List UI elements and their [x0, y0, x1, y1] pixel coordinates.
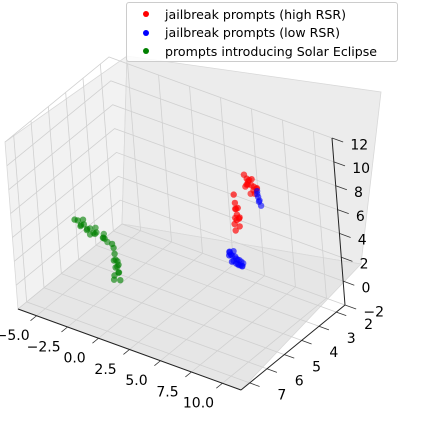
legend: jailbreak prompts (high RSR) jailbreak p…: [126, 2, 398, 62]
legend-label-solar-eclipse: prompts introducing Solar Eclipse: [165, 43, 378, 59]
tick-mark-z: [337, 209, 349, 214]
tick-mark-y: [266, 368, 278, 373]
tick-mark-z: [344, 304, 357, 310]
tick-label-y: 6: [295, 373, 304, 389]
point-series-2: [108, 240, 116, 248]
gridline-z: [10, 128, 338, 214]
tick-label-x: 2.5: [94, 362, 116, 378]
tick-label-z: 6: [356, 209, 365, 225]
tick-label-x: −5.0: [0, 328, 30, 344]
data-points: [71, 171, 265, 284]
tick-mark-y: [318, 325, 330, 331]
tick-label-z: 4: [358, 233, 367, 249]
point-series-0: [248, 176, 255, 183]
tick-label-y: 5: [312, 359, 321, 375]
point-series-2: [114, 258, 121, 265]
point-series-2: [83, 226, 91, 234]
legend-item-low-rsr: jailbreak prompts (low RSR): [135, 24, 389, 43]
point-series-0: [247, 190, 254, 197]
point-series-1: [254, 190, 261, 198]
tick-label-z: −2: [363, 304, 384, 320]
tick-label-z: 0: [361, 280, 370, 296]
tick-mark-y: [301, 340, 312, 345]
tick-mark-y: [336, 311, 347, 317]
gridline-z: [4, 56, 333, 143]
point-series-2: [92, 224, 99, 231]
tick-mark-x: [216, 382, 223, 389]
point-series-0: [231, 199, 239, 207]
point-series-2: [91, 230, 99, 238]
tick-label-z: 10: [352, 161, 370, 177]
axis-lines: [17, 137, 357, 391]
tick-mark-x: [92, 337, 99, 344]
tick-label-x: 7.5: [156, 384, 178, 400]
tick-mark-z: [343, 280, 355, 286]
legend-label-high-rsr: jailbreak prompts (high RSR): [165, 6, 347, 22]
legend-marker-high-rsr: [143, 11, 149, 18]
tick-mark-x: [61, 326, 68, 333]
point-series-0: [236, 223, 243, 230]
point-series-0: [234, 204, 241, 212]
tick-mark-x: [185, 371, 192, 378]
tick-label-y: 2: [364, 317, 373, 333]
legend-marker-low-rsr: [143, 29, 149, 36]
axis-line-z: [331, 137, 346, 306]
point-series-2: [79, 216, 87, 223]
point-series-0: [231, 220, 238, 228]
point-series-2: [74, 217, 81, 224]
gridline-z: [6, 80, 334, 167]
tick-label-z: 12: [350, 137, 368, 153]
tick-mark-z: [339, 233, 351, 238]
tick-mark-y: [249, 382, 260, 387]
point-series-0: [243, 181, 250, 188]
tick-mark-x: [30, 315, 37, 322]
point-series-2: [100, 230, 108, 238]
point-series-1: [256, 197, 263, 204]
legend-label-low-rsr: jailbreak prompts (low RSR): [165, 25, 341, 41]
tick-mark-z: [331, 137, 344, 143]
tick-label-z: 2: [360, 257, 369, 273]
point-series-2: [114, 263, 121, 270]
tick-label-x: 0.0: [63, 351, 85, 367]
legend-item-high-rsr: jailbreak prompts (high RSR): [135, 5, 389, 24]
point-series-0: [240, 171, 248, 178]
tick-label-y: 7: [277, 388, 286, 404]
axis-line-y: [240, 304, 346, 391]
tick-label-y: 4: [329, 345, 338, 361]
legend-marker-solar-eclipse: [143, 48, 149, 55]
tick-mark-z: [333, 161, 346, 167]
gridline-z: [12, 151, 340, 238]
tick-mark-z: [335, 185, 348, 191]
point-series-2: [77, 222, 84, 230]
grid-lines: [4, 56, 346, 384]
point-series-1: [226, 249, 233, 256]
point-series-2: [117, 277, 124, 284]
tick-labels: −5.0−2.50.02.55.07.510.0234567−202468101…: [0, 137, 384, 411]
point-series-2: [110, 276, 118, 283]
gridline-z: [14, 175, 342, 262]
tick-label-x: 5.0: [125, 373, 147, 389]
point-series-0: [230, 191, 237, 198]
tick-mark-y: [284, 354, 295, 359]
tick-label-z: 8: [354, 185, 363, 201]
tick-label-x: −2.5: [27, 339, 61, 355]
point-series-2: [111, 250, 118, 257]
legend-item-solar-eclipse: prompts introducing Solar Eclipse: [135, 42, 389, 61]
tick-mark-z: [341, 256, 353, 262]
point-series-2: [86, 231, 94, 238]
point-series-1: [240, 260, 247, 267]
point-series-0: [232, 227, 239, 234]
tick-mark-x: [123, 349, 130, 355]
tick-label-x: 10.0: [183, 396, 214, 412]
gridline-z: [8, 104, 336, 191]
tick-label-y: 3: [347, 331, 356, 347]
gridline-z: [17, 223, 346, 310]
point-series-0: [232, 214, 239, 222]
gridline-z: [15, 199, 344, 286]
point-series-1: [257, 202, 265, 209]
axis-line-x: [17, 308, 242, 391]
tick-mark-x: [154, 360, 161, 367]
